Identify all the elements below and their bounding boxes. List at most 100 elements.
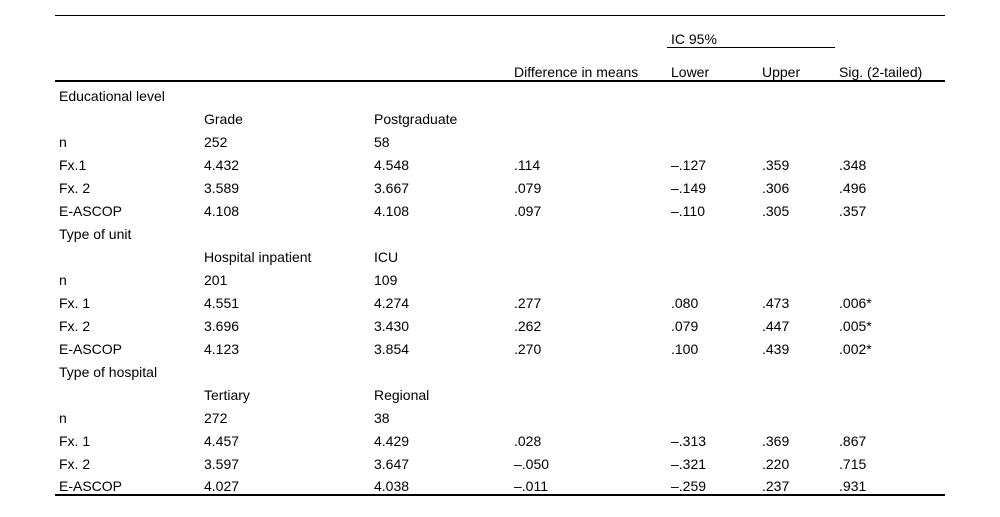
group2-name: Regional xyxy=(374,386,430,403)
table-row: E-ASCOP 4.027 4.038 –.011 –.259 .237 .93… xyxy=(55,472,945,495)
group2-name: ICU xyxy=(374,248,399,265)
group2-value: 4.108 xyxy=(374,202,410,219)
lower-cell xyxy=(667,127,758,150)
header-spacer xyxy=(835,16,945,48)
upper-cell: .305 xyxy=(762,202,790,219)
group1-value: 4.551 xyxy=(204,294,240,311)
group1-value: 4.432 xyxy=(204,156,240,173)
group2-value: 3.647 xyxy=(374,455,410,472)
upper-cell: .439 xyxy=(762,340,790,357)
group2-value: 109 xyxy=(374,271,398,288)
diff-cell xyxy=(510,242,667,265)
diff-cell: .270 xyxy=(514,340,542,357)
group1-value: 3.696 xyxy=(204,317,240,334)
lower-cell xyxy=(667,242,758,265)
header-row-ci: IC 95% xyxy=(55,15,945,48)
upper-cell: .220 xyxy=(762,455,790,472)
section-title-row: Type of unit xyxy=(55,219,945,242)
row-label xyxy=(55,104,200,127)
sig-cell: .005* xyxy=(839,317,872,334)
lower-cell: .080 xyxy=(671,294,699,311)
lower-cell: .079 xyxy=(671,317,699,334)
row-label: Fx. 2 xyxy=(59,317,91,334)
sig-cell: .348 xyxy=(839,156,867,173)
sig-cell: .931 xyxy=(839,477,867,494)
sig-cell xyxy=(835,242,945,265)
group1-value: 252 xyxy=(204,133,228,150)
lower-cell: .100 xyxy=(671,340,699,357)
row-label: Fx. 1 xyxy=(59,294,91,311)
lower-cell xyxy=(667,104,758,127)
group1-value: 3.597 xyxy=(204,455,240,472)
group1-value: 4.457 xyxy=(204,432,240,449)
ic95-header: IC 95% xyxy=(667,15,836,48)
group2-value: 4.429 xyxy=(374,432,410,449)
lower-cell xyxy=(667,265,758,288)
lower-header: Lower xyxy=(671,63,710,80)
group1-name: Tertiary xyxy=(204,386,250,403)
diff-cell: .114 xyxy=(514,156,541,173)
table-row: Fx. 1 4.551 4.274 .277 .080 .473 .006* xyxy=(55,288,945,311)
table-row: E-ASCOP 4.123 3.854 .270 .100 .439 .002* xyxy=(55,334,945,357)
row-label: Fx. 2 xyxy=(59,179,91,196)
group1-value: 4.108 xyxy=(204,202,240,219)
diff-cell xyxy=(510,104,667,127)
group2-value: 3.430 xyxy=(374,317,410,334)
group2-value: 4.038 xyxy=(374,477,410,494)
group1-value: 201 xyxy=(204,271,228,288)
row-label xyxy=(55,242,200,265)
upper-cell xyxy=(758,380,835,403)
section-title-row: Type of hospital xyxy=(55,357,945,380)
diff-cell: .097 xyxy=(514,202,542,219)
sig-cell xyxy=(835,380,945,403)
diff-cell: –.050 xyxy=(514,455,550,472)
diff-cell: .028 xyxy=(514,432,542,449)
table-row: n 272 38 xyxy=(55,403,945,426)
upper-cell: .369 xyxy=(762,432,790,449)
lower-cell: –.321 xyxy=(671,455,707,472)
group1-value: 272 xyxy=(204,409,228,426)
upper-cell xyxy=(758,127,835,150)
table-row: Fx. 2 3.696 3.430 .262 .079 .447 .005* xyxy=(55,311,945,334)
sig-cell xyxy=(835,127,945,150)
upper-cell xyxy=(758,104,835,127)
sig-cell: .867 xyxy=(839,432,867,449)
header-spacer xyxy=(55,48,510,81)
section-title: Type of unit xyxy=(59,225,132,242)
row-label: E-ASCOP xyxy=(59,202,123,219)
sig-cell: .006* xyxy=(839,294,872,311)
row-label: n xyxy=(59,409,67,426)
section-title: Type of hospital xyxy=(59,363,158,380)
table-row: Grade Postgraduate xyxy=(55,104,945,127)
sig-cell xyxy=(835,104,945,127)
upper-cell: .447 xyxy=(762,317,790,334)
group2-value: 3.854 xyxy=(374,340,410,357)
diff-cell: –.011 xyxy=(514,477,548,494)
group1-name: Grade xyxy=(204,110,243,127)
table-row: Fx. 1 4.457 4.429 .028 –.313 .369 .867 xyxy=(55,426,945,449)
row-label: Fx.1 xyxy=(59,156,87,173)
row-label: n xyxy=(59,133,67,150)
table-row: Fx. 2 3.597 3.647 –.050 –.321 .220 .715 xyxy=(55,449,945,472)
upper-cell: .473 xyxy=(762,294,790,311)
lower-cell: –.127 xyxy=(671,156,707,173)
sig-cell: .002* xyxy=(839,340,872,357)
lower-cell xyxy=(667,403,758,426)
paper-table-container: IC 95% Difference in means Lower Upper S… xyxy=(55,15,946,496)
sig-header: Sig. (2-tailed) xyxy=(839,63,923,80)
group1-value: 4.123 xyxy=(204,340,240,357)
section-title-row: Educational level xyxy=(55,81,945,104)
sig-cell: .496 xyxy=(839,179,867,196)
upper-cell: .306 xyxy=(762,179,790,196)
row-label: n xyxy=(59,271,67,288)
lower-cell: –.259 xyxy=(671,477,707,494)
diff-cell xyxy=(510,127,667,150)
table-row: Fx.1 4.432 4.548 .114 –.127 .359 .348 xyxy=(55,150,945,173)
sig-cell xyxy=(835,403,945,426)
lower-cell: –.313 xyxy=(671,432,707,449)
group2-value: 38 xyxy=(374,409,390,426)
diff-cell xyxy=(510,380,667,403)
sig-cell: .357 xyxy=(839,202,867,219)
upper-cell xyxy=(758,242,835,265)
group2-value: 4.548 xyxy=(374,156,410,173)
